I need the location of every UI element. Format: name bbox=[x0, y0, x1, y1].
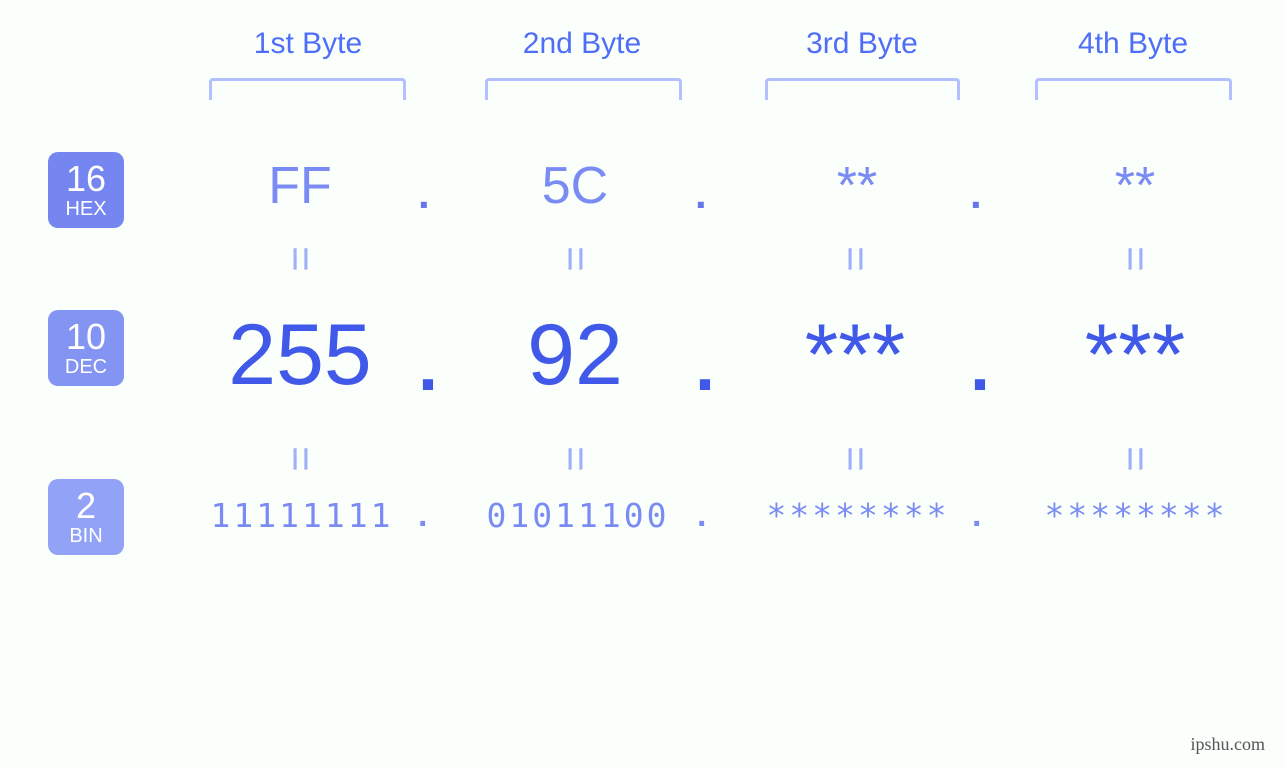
byte2-header: 2nd Byte bbox=[482, 27, 682, 61]
bin-badge-label: BIN bbox=[69, 526, 102, 546]
bin-byte4: ******** bbox=[1026, 496, 1246, 535]
equals-dec-bin-3: = bbox=[830, 434, 880, 484]
equals-hex-dec-3: = bbox=[830, 234, 880, 284]
dec-byte4: *** bbox=[1025, 306, 1245, 405]
dec-byte1: 255 bbox=[190, 306, 410, 405]
hex-dot2: . bbox=[695, 170, 707, 218]
equals-hex-dec-1: = bbox=[275, 234, 325, 284]
equals-dec-bin-4: = bbox=[1110, 434, 1160, 484]
watermark: ipshu.com bbox=[1191, 734, 1266, 755]
byte4-header: 4th Byte bbox=[1033, 27, 1233, 61]
equals-dec-bin-1: = bbox=[275, 434, 325, 484]
dec-badge-num: 10 bbox=[66, 319, 106, 355]
equals-hex-dec-4: = bbox=[1110, 234, 1160, 284]
hex-byte1: FF bbox=[200, 156, 400, 216]
hex-dot3: . bbox=[970, 170, 982, 218]
equals-hex-dec-2: = bbox=[550, 234, 600, 284]
hex-byte3: ** bbox=[757, 156, 957, 216]
bin-badge-num: 2 bbox=[76, 488, 96, 524]
byte1-bracket bbox=[209, 78, 406, 100]
hex-byte4: ** bbox=[1035, 156, 1235, 216]
byte3-bracket bbox=[765, 78, 960, 100]
bin-byte2: 01011100 bbox=[468, 496, 688, 535]
byte1-header: 1st Byte bbox=[208, 27, 408, 61]
dec-dot3: . bbox=[970, 325, 990, 407]
dec-byte2: 92 bbox=[465, 306, 685, 405]
hex-badge-label: HEX bbox=[65, 199, 106, 219]
bin-dot3: . bbox=[972, 496, 981, 535]
hex-badge: 16 HEX bbox=[48, 152, 124, 228]
dec-badge: 10 DEC bbox=[48, 310, 124, 386]
bin-dot2: . bbox=[697, 496, 706, 535]
dec-byte3: *** bbox=[745, 306, 965, 405]
bin-byte3: ******** bbox=[748, 496, 968, 535]
bin-badge: 2 BIN bbox=[48, 479, 124, 555]
bin-byte1: 11111111 bbox=[192, 496, 412, 535]
bin-dot1: . bbox=[418, 496, 427, 535]
dec-dot1: . bbox=[418, 325, 438, 407]
equals-dec-bin-2: = bbox=[550, 434, 600, 484]
hex-dot1: . bbox=[418, 170, 430, 218]
byte3-header: 3rd Byte bbox=[762, 27, 962, 61]
hex-byte2: 5C bbox=[475, 156, 675, 216]
byte4-bracket bbox=[1035, 78, 1232, 100]
byte2-bracket bbox=[485, 78, 682, 100]
dec-dot2: . bbox=[695, 325, 715, 407]
hex-badge-num: 16 bbox=[66, 161, 106, 197]
dec-badge-label: DEC bbox=[65, 357, 107, 377]
